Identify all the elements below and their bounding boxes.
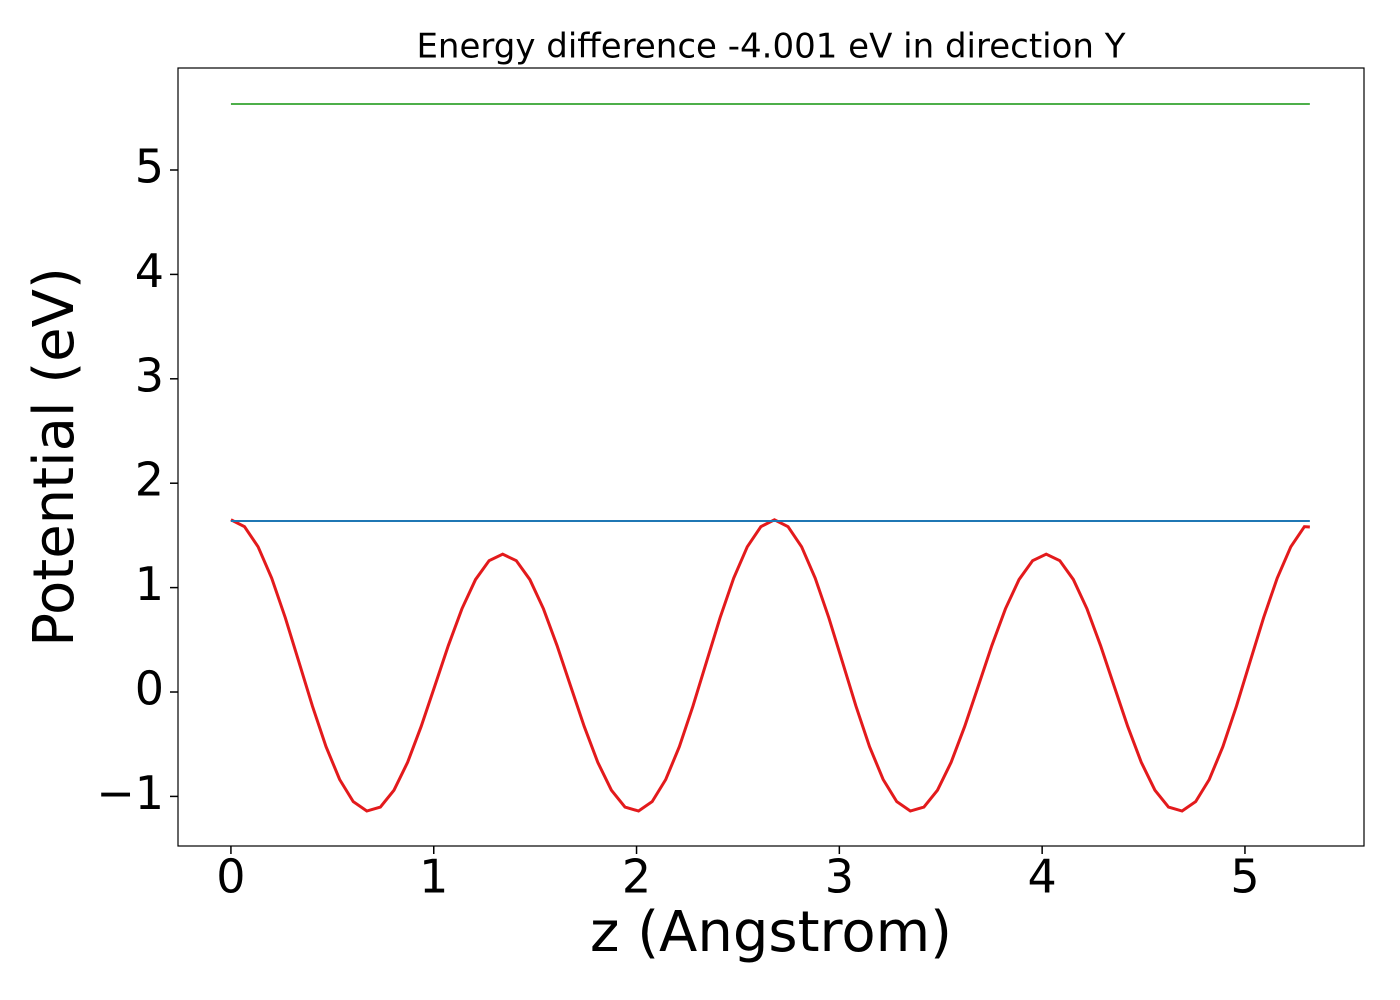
y-tick-label: 5	[135, 140, 164, 194]
series-line	[230, 518, 1310, 813]
y-tick-label: 2	[135, 453, 164, 507]
y-tick-label: 3	[135, 348, 164, 402]
y-axis-label: Potential (eV)	[22, 267, 87, 647]
y-tick-label: −1	[96, 766, 164, 820]
y-tick-label: 1	[135, 557, 164, 611]
x-tick-label: 5	[1230, 850, 1259, 904]
y-tick-label: 4	[135, 244, 164, 298]
x-tick-label: 4	[1028, 850, 1057, 904]
x-axis-label: z (Angstrom)	[590, 900, 952, 965]
x-tick-label: 1	[419, 850, 448, 904]
x-tick-label: 0	[216, 850, 245, 904]
x-tick-label: 3	[825, 850, 854, 904]
chart-title: Energy difference -4.001 eV in direction…	[416, 27, 1125, 67]
x-tick-label: 2	[622, 850, 651, 904]
y-tick-label: 0	[135, 662, 164, 716]
plot-frame	[177, 67, 1365, 847]
